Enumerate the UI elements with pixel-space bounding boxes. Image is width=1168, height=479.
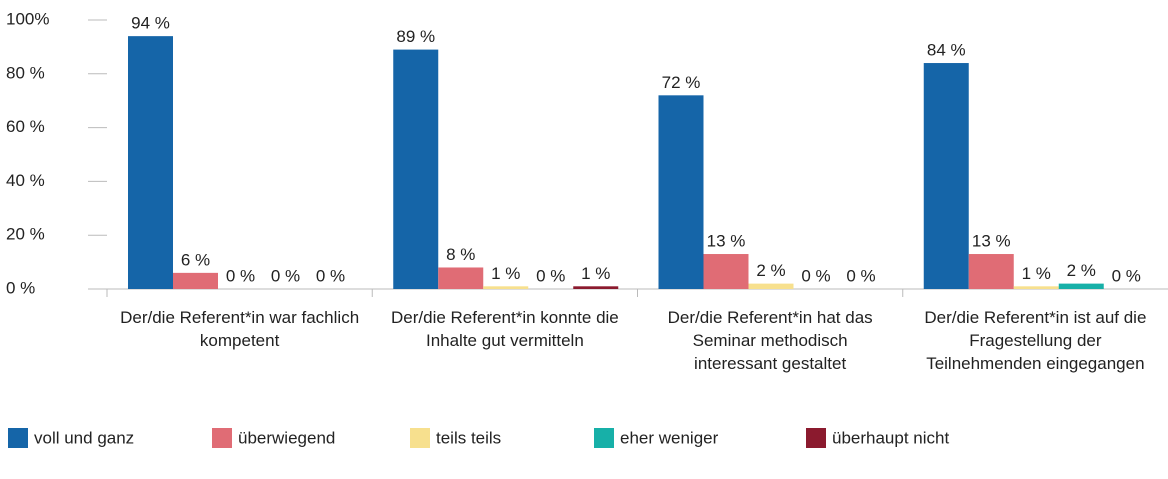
- y-tick-label: 0 %: [6, 278, 35, 297]
- y-tick-label: 40 %: [6, 171, 45, 190]
- x-tick-label: Der/die Referent*in konnte die Inhalte g…: [391, 308, 619, 350]
- legend-swatch: [594, 428, 614, 448]
- value-label: 94 %: [131, 14, 170, 33]
- y-tick-label: 100%: [6, 9, 49, 28]
- value-label: 2 %: [1067, 261, 1096, 280]
- value-label: 8 %: [446, 245, 475, 264]
- y-tick-label: 80 %: [6, 63, 45, 82]
- y-tick-label: 20 %: [6, 225, 45, 244]
- value-label: 0 %: [226, 266, 255, 285]
- bar: [438, 267, 484, 289]
- bar: [703, 254, 749, 289]
- bar: [128, 36, 173, 289]
- value-label: 0 %: [846, 266, 875, 285]
- legend-swatch: [410, 428, 430, 448]
- legend-swatch: [8, 428, 28, 448]
- value-label: 2 %: [756, 261, 785, 280]
- value-label: 89 %: [396, 27, 435, 46]
- value-label: 13 %: [972, 232, 1011, 251]
- x-tick-label: Der/die Referent*in ist auf die Frageste…: [924, 308, 1147, 373]
- legend-swatch: [806, 428, 826, 448]
- value-label: 1 %: [581, 264, 610, 283]
- value-label: 0 %: [1112, 266, 1141, 285]
- legend-label: teils teils: [436, 428, 501, 447]
- value-label: 1 %: [1022, 264, 1051, 283]
- x-tick-label: Der/die Referent*in war fachlich kompete…: [120, 308, 360, 350]
- bar: [658, 95, 704, 289]
- bar: [923, 63, 969, 289]
- value-label: 0 %: [536, 266, 565, 285]
- value-label: 0 %: [316, 266, 345, 285]
- bar: [748, 283, 794, 289]
- bar: [1058, 283, 1104, 289]
- legend-label: eher weniger: [620, 428, 719, 447]
- legend-label: überwiegend: [238, 428, 335, 447]
- legend-label: überhaupt nicht: [832, 428, 949, 447]
- legend-swatch: [212, 428, 232, 448]
- bar: [173, 272, 218, 289]
- value-label: 0 %: [801, 266, 830, 285]
- value-label: 72 %: [662, 73, 701, 92]
- bar: [393, 49, 439, 290]
- bar: [968, 254, 1014, 289]
- value-label: 13 %: [707, 232, 746, 251]
- value-label: 6 %: [181, 250, 210, 269]
- value-label: 84 %: [927, 41, 966, 60]
- legend-label: voll und ganz: [34, 428, 134, 447]
- x-tick-label: Der/die Referent*in hat das Seminar meth…: [667, 308, 873, 373]
- bar: [1013, 286, 1059, 289]
- value-label: 0 %: [271, 266, 300, 285]
- y-tick-label: 60 %: [6, 117, 45, 136]
- value-label: 1 %: [491, 264, 520, 283]
- bar: [483, 286, 529, 289]
- bar: [573, 286, 619, 289]
